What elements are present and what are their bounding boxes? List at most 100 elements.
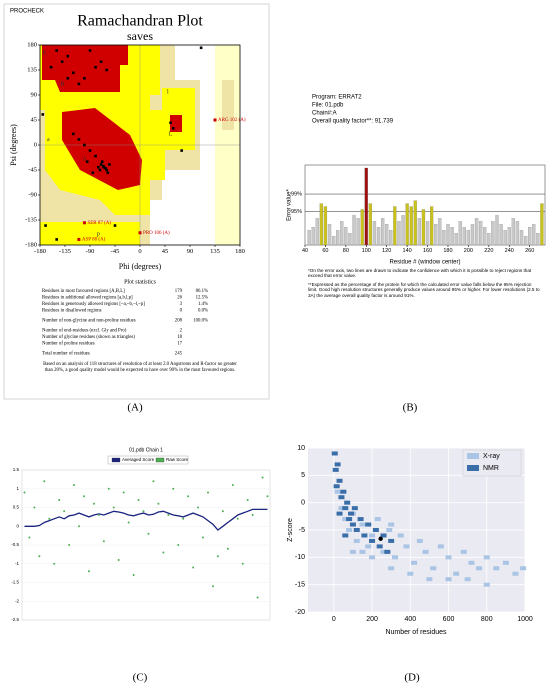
bar (454, 233, 458, 246)
point (199, 46, 203, 50)
point (336, 478, 343, 483)
point (33, 506, 36, 509)
point (476, 566, 483, 571)
point (66, 54, 70, 58)
bar (327, 224, 332, 246)
bar (515, 221, 520, 246)
xlabel: Number of residues (385, 629, 447, 636)
point (77, 138, 81, 141)
info-line: Overall quality factor**: 91.739 (312, 119, 394, 125)
point (122, 491, 125, 494)
bar (364, 167, 368, 246)
x-tick-label: -45 (111, 248, 120, 255)
point (97, 165, 100, 169)
x-tick-label: 90 (187, 248, 194, 255)
point (94, 154, 97, 158)
bar (307, 230, 311, 246)
bar (532, 224, 536, 246)
bar (417, 218, 422, 246)
bar (356, 218, 360, 246)
bar (491, 221, 495, 246)
point (351, 506, 358, 511)
point (99, 163, 103, 166)
bar (474, 218, 479, 246)
annotated-point (213, 118, 217, 122)
point (53, 562, 56, 565)
y-tick-label: -1.5 (11, 580, 19, 585)
point (493, 566, 500, 571)
point (207, 491, 209, 494)
region-label: a (47, 137, 50, 143)
bar (503, 230, 507, 246)
statistics-cell: 208 (175, 319, 183, 324)
point (180, 149, 183, 152)
point (66, 77, 70, 80)
x-tick-label: 0 (138, 248, 141, 255)
point (346, 517, 353, 522)
point (331, 451, 338, 456)
y-tick-label: -90 (28, 191, 37, 198)
statistics-cell: Number of glycine residues (shown as tri… (42, 335, 135, 340)
bar (409, 206, 413, 246)
point (105, 168, 108, 172)
point (102, 164, 105, 168)
xlabel: Residue # (window center) (389, 260, 460, 266)
point (342, 517, 349, 522)
x-tick-label: 220 (484, 248, 493, 254)
y-tick-label: 90 (31, 91, 38, 98)
region-label: B (60, 81, 64, 87)
point (369, 538, 376, 543)
point (108, 163, 111, 166)
y-tick-label: 135 (27, 66, 37, 73)
point (437, 544, 444, 549)
point (63, 510, 66, 513)
x-tick-label: 40 (302, 248, 308, 254)
highlight-point (378, 536, 383, 541)
point (132, 574, 135, 576)
panel-label: (C) (133, 672, 148, 684)
statistics-cell: Residues in disallowed regions (42, 309, 102, 314)
bar (536, 233, 540, 246)
statistics-cell: 3 (180, 302, 183, 307)
point (91, 171, 95, 175)
x-tick-label: 200 (366, 616, 378, 623)
point (256, 596, 259, 599)
title: 01.pdb Chain 1 (129, 447, 163, 453)
bar (380, 218, 385, 246)
y-tick-label: 180 (27, 41, 37, 48)
region-label: p (97, 231, 100, 237)
point (152, 480, 155, 483)
panel-label: (A) (127, 402, 143, 414)
point (386, 528, 393, 532)
bar (393, 206, 397, 246)
header: PROCHECK (10, 9, 44, 15)
bar (319, 203, 323, 246)
point (411, 560, 418, 565)
bar (519, 230, 524, 246)
footnote: *On the error axis, two lines are drawn … (308, 268, 532, 279)
point (221, 510, 224, 513)
statistics-cell: 17 (177, 342, 182, 347)
bar (425, 221, 430, 246)
statistics-cell: Number of non-glycine and non-proline re… (42, 319, 136, 324)
statistics-cell: Total number of residues (42, 352, 90, 357)
y-tick-label: 1.5 (13, 467, 20, 472)
legend-label: Raw Score (166, 457, 189, 462)
y-tick-label: 95% (291, 209, 302, 215)
region-label: l (167, 90, 169, 96)
statistics-cell: Residues in additional allowed regions [… (42, 296, 133, 301)
point (365, 522, 372, 527)
xlabel: Phi (degrees) (119, 262, 162, 271)
point (422, 549, 429, 554)
legend-swatch (467, 453, 479, 459)
point (416, 538, 423, 543)
statistics-cell: 26 (177, 296, 182, 301)
point (169, 121, 172, 125)
legend-label: Averaged Score (122, 457, 155, 462)
point (502, 560, 509, 565)
point (172, 127, 175, 130)
statistics-cell: 0 (180, 309, 183, 314)
bar (405, 203, 409, 246)
bar (434, 224, 438, 246)
point (58, 499, 61, 501)
